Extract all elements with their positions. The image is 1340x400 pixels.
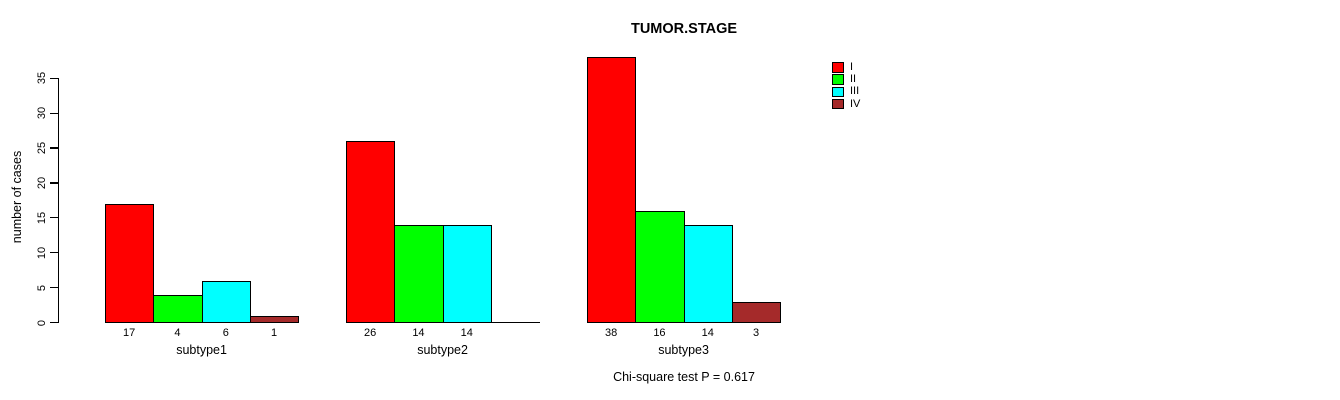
legend-swatch-III (832, 86, 844, 98)
bar-value-label: 14 (412, 327, 425, 339)
y-axis-line (58, 78, 60, 324)
bar-value-label: 3 (752, 327, 760, 339)
y-tick (50, 252, 58, 254)
bar-subtype3-stage-I (587, 57, 637, 324)
y-tick-label: 0 (36, 319, 48, 326)
bar-subtype1-stage-II (153, 294, 203, 324)
bar-value-label: 17 (123, 327, 136, 339)
bar-value-label: 16 (653, 327, 666, 339)
bar-value-label: 4 (174, 327, 181, 339)
chart-title: TUMOR.STAGE (630, 21, 738, 37)
y-tick-label: 30 (36, 106, 48, 120)
bar-value-label: 38 (605, 327, 618, 339)
y-tick-label: 20 (36, 176, 48, 190)
legend-item-I: I (832, 62, 860, 73)
legend-label: II (850, 73, 857, 86)
legend-swatch-I (832, 62, 844, 73)
y-tick (50, 217, 58, 219)
bar-subtype3-stage-II (635, 210, 685, 324)
bar-subtype3-stage-III (683, 224, 733, 324)
y-tick (50, 321, 58, 324)
y-tick (50, 287, 58, 289)
bar-value-label: 1 (270, 327, 278, 339)
y-tick-label: 10 (36, 246, 48, 259)
legend-label: III (850, 85, 860, 98)
y-tick-label: 15 (36, 211, 48, 224)
zero-bar-subtype2-stage-IV (490, 322, 541, 324)
group-label-subtype1: subtype1 (176, 343, 227, 357)
bar-value-label: 14 (460, 327, 473, 339)
bar-value-label: 6 (222, 327, 229, 339)
legend-label: I (850, 61, 854, 73)
bar-subtype1-stage-III (201, 280, 251, 324)
bar-subtype3-stage-IV (731, 301, 782, 324)
bar-value-label: 14 (701, 327, 714, 339)
legend-swatch-IV (832, 98, 844, 110)
legend-item-II: II (832, 74, 860, 85)
bar-subtype1-stage-IV (249, 315, 300, 324)
y-tick-label: 5 (36, 284, 48, 291)
bar-subtype2-stage-II (394, 224, 444, 324)
legend: I II III IV (832, 62, 861, 110)
bar-subtype2-stage-I (346, 141, 396, 324)
y-tick (50, 77, 58, 79)
y-tick-label: 35 (36, 72, 48, 85)
legend-label: IV (850, 97, 861, 110)
bar-value-label: 26 (364, 327, 377, 339)
legend-swatch-II (832, 74, 844, 85)
chi-square-annotation: Chi-square test P = 0.617 (613, 370, 755, 384)
bar-subtype1-stage-I (105, 203, 155, 324)
group-label-subtype2: subtype2 (417, 343, 468, 357)
legend-item-III: III (832, 85, 860, 98)
y-tick-label: 25 (36, 141, 48, 155)
y-tick (50, 147, 58, 149)
group-label-subtype3: subtype3 (658, 343, 709, 357)
legend-item-IV: IV (832, 97, 861, 110)
y-tick (50, 112, 58, 114)
bar-subtype2-stage-III (442, 224, 492, 324)
y-tick (50, 182, 58, 184)
y-axis-label: number of cases (10, 150, 24, 244)
